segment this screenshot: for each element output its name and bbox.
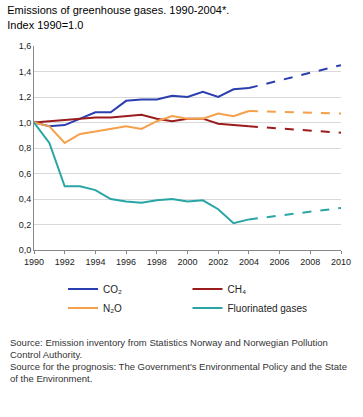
svg-text:1990: 1990 [24,257,44,267]
svg-text:CH₄: CH₄ [228,284,247,295]
svg-text:2006: 2006 [270,257,290,267]
svg-text:2000: 2000 [177,257,197,267]
svg-text:2008: 2008 [300,257,320,267]
svg-text:2004: 2004 [239,257,259,267]
svg-text:1,2: 1,2 [19,92,32,102]
svg-text:0,4: 0,4 [19,194,32,204]
svg-text:1,0: 1,0 [19,118,32,128]
svg-text:0,6: 0,6 [19,169,32,179]
html-text:Source: Emission inventory fro: Source: Emission inventory from Statisti… [10,337,328,360]
svg-text:1996: 1996 [116,257,136,267]
svg-text:1998: 1998 [147,257,167,267]
svg-text:1,4: 1,4 [19,67,32,77]
svg-text:1994: 1994 [85,257,105,267]
svg-text:N₂O: N₂O [103,303,122,314]
svg-text:CO₂: CO₂ [103,284,122,295]
svg-text:Emissions of greenhouse gases.: Emissions of greenhouse gases. 1990-2004… [7,4,229,30]
svg-text:0,2: 0,2 [19,220,32,230]
html-text:Source for the prognosis: The: Source for the prognosis: The Government… [10,361,347,384]
svg-text:2010: 2010 [331,257,351,267]
svg-text:2002: 2002 [208,257,228,267]
svg-text:1992: 1992 [55,257,75,267]
svg-text:1,6: 1,6 [19,41,32,51]
svg-text:0,0: 0,0 [19,245,32,255]
svg-text:Fluorinated gases: Fluorinated gases [228,303,308,314]
svg-text:0,8: 0,8 [19,143,32,153]
